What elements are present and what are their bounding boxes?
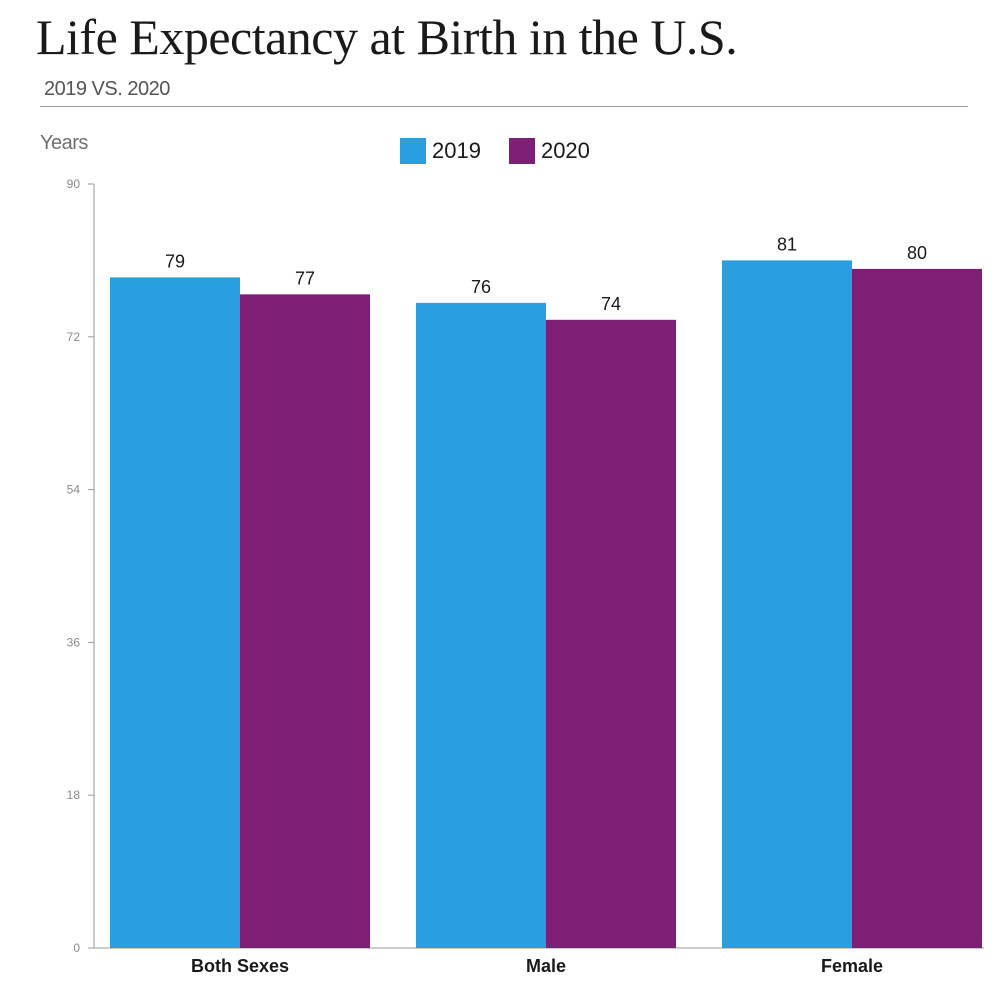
value-label: 77 [295, 268, 315, 288]
legend: 2019 2020 [400, 138, 590, 164]
legend-label-2020: 2020 [540, 138, 590, 163]
legend-item-2020: 2020 [508, 138, 590, 164]
bar-2019-both-sexes [110, 277, 240, 948]
legend-swatch-2019 [400, 138, 426, 164]
legend-item-2019: 2019 [400, 138, 481, 164]
category-label: Both Sexes [191, 956, 289, 976]
bar-2019-male [416, 302, 546, 948]
chart-title: Life Expectancy at Birth in the U.S. [36, 9, 738, 65]
bar-2020-male [546, 319, 676, 948]
value-label: 79 [165, 251, 185, 271]
y-axis-label: Years [40, 132, 88, 154]
y-tick-label: 90 [67, 177, 81, 191]
bar-2020-both-sexes [240, 294, 370, 948]
value-label: 74 [601, 294, 621, 314]
legend-swatch-2020 [508, 138, 535, 164]
category-label: Male [526, 956, 566, 976]
value-label: 80 [907, 243, 927, 263]
value-label: 76 [471, 277, 491, 297]
y-tick-label: 18 [67, 788, 81, 802]
y-tick-label: 0 [73, 941, 80, 955]
y-tick-label: 54 [67, 483, 81, 497]
bar-2020-female [852, 268, 982, 948]
title-divider [40, 106, 968, 107]
bar-2019-female [722, 260, 852, 948]
legend-label-2019: 2019 [432, 138, 481, 163]
value-label: 81 [777, 234, 797, 254]
y-tick-label: 72 [67, 330, 81, 344]
y-tick-label: 36 [67, 635, 81, 649]
category-label: Female [821, 956, 883, 976]
chart-subtitle: 2019 VS. 2020 [44, 78, 170, 100]
